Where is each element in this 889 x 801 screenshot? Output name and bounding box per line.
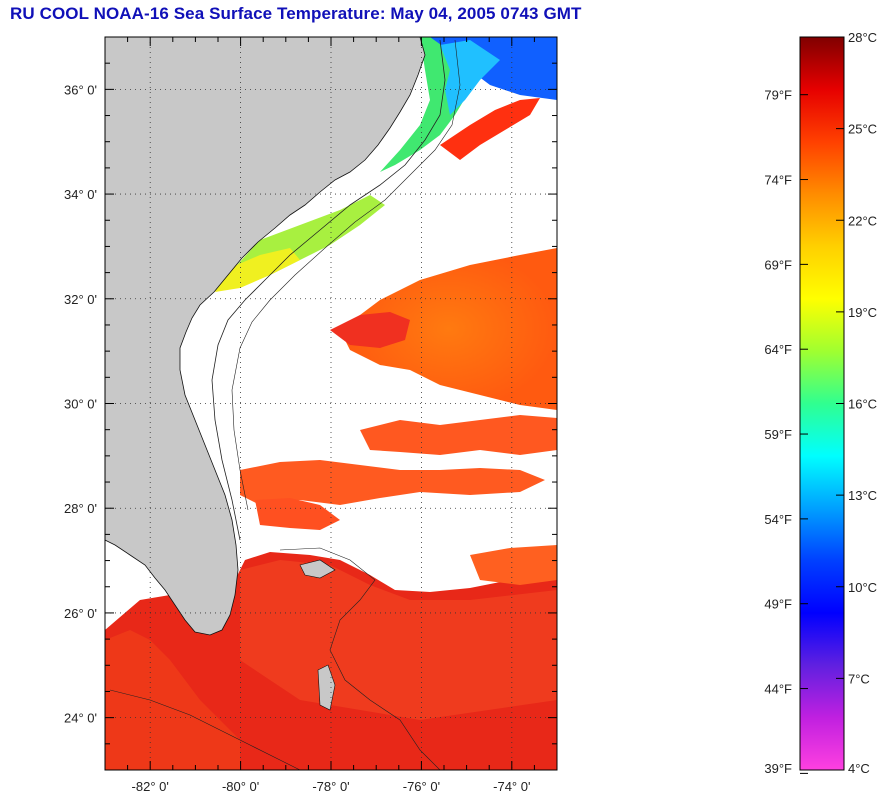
lon-label: -80° 0'	[222, 779, 259, 794]
warm-band-28n	[255, 498, 340, 530]
land-mass	[105, 37, 426, 636]
warm-patch-32n	[330, 312, 410, 348]
lon-label: -76° 0'	[403, 779, 440, 794]
graticule	[105, 37, 557, 770]
isobath-contour	[211, 39, 446, 541]
yellow-shelf	[215, 248, 300, 292]
lat-label: 30° 0'	[64, 397, 97, 412]
warm-edge-hatteras	[440, 98, 540, 160]
island-grand-bahama	[299, 559, 336, 579]
island-andros	[317, 664, 336, 711]
lon-label: -74° 0'	[493, 779, 530, 794]
gulf-water	[105, 630, 240, 770]
lat-label: 24° 0'	[64, 711, 97, 726]
cyan-water-ne	[440, 40, 500, 115]
lat-label: 34° 0'	[64, 187, 97, 202]
warm-patch-27n	[470, 545, 557, 585]
longitude-labels: -82° 0' -80° 0' -78° 0' -76° 0' -74° 0'	[132, 779, 531, 794]
warm-band-30n	[360, 415, 557, 455]
lat-label: 28° 0'	[64, 501, 97, 516]
axis-ticks	[104, 36, 558, 771]
map-title: RU COOL NOAA-16 Sea Surface Temperature:…	[10, 4, 582, 23]
lat-label: 32° 0'	[64, 292, 97, 307]
isobath-contour-2	[231, 39, 461, 511]
cuba-contour	[109, 689, 301, 770]
warm-water-mid	[340, 248, 557, 410]
bahamas-bank-contour	[279, 547, 441, 770]
latitude-labels: 36° 0' 34° 0' 32° 0' 30° 0' 28° 0' 26° 0…	[64, 82, 97, 725]
lon-label: -82° 0'	[132, 779, 169, 794]
lon-label: -78° 0'	[312, 779, 349, 794]
lat-label: 36° 0'	[64, 82, 97, 97]
warm-band-29n	[240, 460, 545, 505]
lat-label: 26° 0'	[64, 606, 97, 621]
